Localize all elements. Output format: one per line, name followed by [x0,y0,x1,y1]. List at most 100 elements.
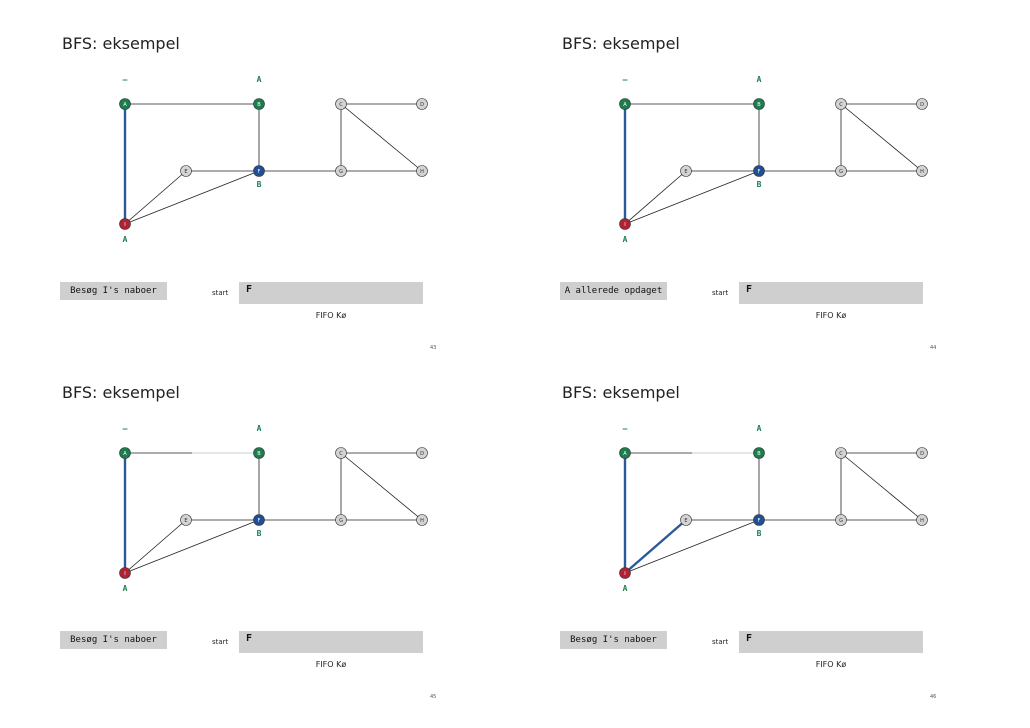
node-C [835,447,847,459]
queue-item: F [246,633,253,644]
slide-4: BFS: eksempel A B C D E F G H I – A B A Besøg I's na… [500,349,1015,713]
queue-item: F [746,284,753,295]
start-label: start [212,289,229,297]
status-box: Besøg I's naboer [560,631,667,649]
node-H [916,514,928,526]
node-label-G: G [339,518,343,524]
node-G [835,514,847,526]
node-label-B: B [257,451,261,457]
node-label-E: E [184,518,187,524]
node-E [180,165,192,177]
queue-item: F [746,633,753,644]
edge-CH [840,103,923,172]
edge-FI [624,170,760,225]
slide-title: BFS: eksempel [62,383,180,402]
node-I [619,567,631,579]
node-label-H: H [920,169,924,175]
queue-item: F [246,284,253,295]
node-label-F: F [758,518,761,524]
edge-FI [124,519,260,574]
node-E [680,165,692,177]
bfs-graph: A B C D E F G H I – A B A [119,424,428,593]
node-label-D: D [920,451,924,457]
node-H [416,165,428,177]
dist-label-B: A [757,424,762,433]
node-label-E: E [184,169,187,175]
status-box: Besøg I's naboer [60,282,167,300]
node-label-D: D [420,102,424,108]
node-label-A: A [123,451,127,457]
dist-label-I: A [623,235,628,244]
dist-label-B: A [257,75,262,84]
edge-FI [624,519,760,574]
node-label-I: I [124,571,125,577]
node-F [753,514,765,526]
node-A [119,447,131,459]
dist-label-F: B [257,529,262,538]
node-B [753,447,765,459]
node-C [335,98,347,110]
node-label-D: D [420,451,424,457]
node-A [619,98,631,110]
page-number: 44 [930,345,937,351]
dist-label-F: B [257,180,262,189]
node-label-G: G [839,518,843,524]
node-G [835,165,847,177]
node-label-C: C [839,451,843,457]
edge-EI [124,519,187,574]
dist-label-A: – [123,424,128,433]
node-D [416,98,428,110]
node-label-H: H [920,518,924,524]
bfs-graph: A B C D E F G H I – A B A [619,75,928,244]
node-G [335,165,347,177]
node-B [253,447,265,459]
node-label-C: C [339,102,343,108]
page-number: 45 [430,694,437,700]
node-H [416,514,428,526]
start-label: start [712,289,729,297]
slide-title: BFS: eksempel [562,383,680,402]
node-label-F: F [258,518,261,524]
start-label: start [212,638,229,646]
node-E [180,514,192,526]
status-box: A allerede opdaget [560,282,667,300]
node-label-B: B [757,451,761,457]
dist-label-I: A [123,235,128,244]
dist-label-I: A [123,584,128,593]
edge-FI [124,170,260,225]
edge-EI [124,170,187,225]
dist-label-B: A [257,424,262,433]
node-D [916,98,928,110]
fifo-queue: F [239,282,423,304]
node-label-E: E [684,518,687,524]
node-label-F: F [758,169,761,175]
slide-2: BFS: eksempel A B C D E F G H I – A B A A allerede o… [500,0,1015,364]
node-E [680,514,692,526]
bfs-graph: A B C D E F G H I – A B A [619,424,928,593]
dist-label-A: – [623,75,628,84]
edge-EI [624,170,687,225]
node-label-C: C [339,451,343,457]
node-label-D: D [920,102,924,108]
status-box: Besøg I's naboer [60,631,167,649]
page-number: 46 [930,694,937,700]
node-label-H: H [420,169,424,175]
node-C [835,98,847,110]
tree-edge-IE [624,519,687,574]
queue-label: FIFO Kø [315,660,347,669]
node-label-I: I [624,571,625,577]
dist-label-A: – [623,424,628,433]
dist-label-A: – [123,75,128,84]
node-label-G: G [339,169,343,175]
page-number: 43 [430,345,437,351]
node-H [916,165,928,177]
dist-label-F: B [757,529,762,538]
node-D [916,447,928,459]
edge-CH [340,452,423,521]
node-I [119,218,131,230]
node-label-G: G [839,169,843,175]
node-label-I: I [624,222,625,228]
node-label-B: B [257,102,261,108]
node-A [619,447,631,459]
node-B [753,98,765,110]
